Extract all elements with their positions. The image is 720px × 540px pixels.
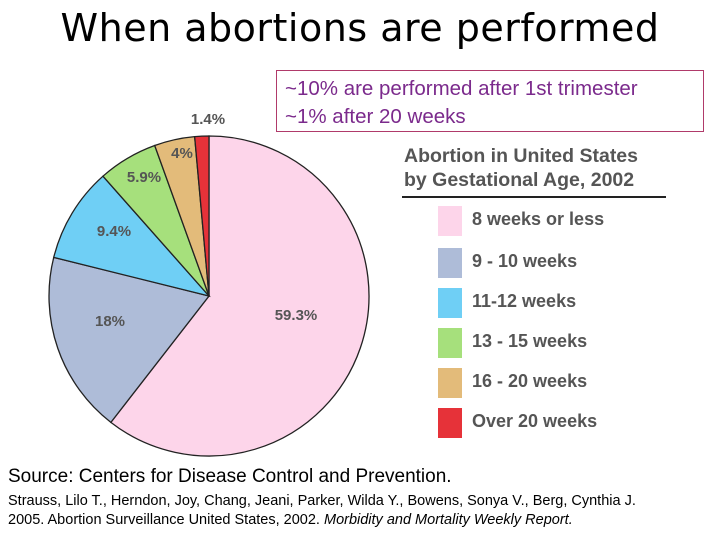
- legend-label: 13 - 15 weeks: [472, 331, 588, 351]
- legend-swatch: [438, 328, 462, 358]
- citation-line-2-plain: 2005. Abortion Surveillance United State…: [8, 512, 324, 528]
- legend-item: 11-12 weeks: [438, 288, 688, 318]
- legend-swatch: [438, 288, 462, 318]
- slice-value-label: 4%: [171, 145, 193, 162]
- source-text: Source: Centers for Disease Control and …: [8, 466, 452, 487]
- legend-swatch: [438, 368, 462, 398]
- note-box: ~10% are performed after 1st trimester ~…: [276, 70, 704, 132]
- citation-line-1: Strauss, Lilo T., Herndon, Joy, Chang, J…: [8, 493, 636, 509]
- legend-label: 16 - 20 weeks: [472, 371, 588, 391]
- chart-title-line-1: Abortion in United States: [404, 145, 638, 167]
- legend-label: Over 20 weeks: [472, 411, 598, 431]
- legend-label: 8 weeks or less: [472, 209, 605, 229]
- legend-item: 9 - 10 weeks: [438, 248, 688, 278]
- pie-slice-0: [109, 135, 370, 457]
- slice-value-label: 59.3%: [275, 307, 318, 324]
- slice-value-label: 5.9%: [127, 169, 161, 186]
- legend-item: 16 - 20 weeks: [438, 368, 688, 398]
- legend-item: Over 20 weeks: [438, 408, 688, 438]
- citation-journal: Morbidity and Mortality Weekly Report.: [323, 512, 573, 528]
- slice-value-label: 1.4%: [191, 111, 225, 128]
- pie-slice-1: [48, 256, 211, 424]
- chart-title-rule: [402, 196, 666, 198]
- legend-swatch: [438, 408, 462, 438]
- note-line-20-weeks: ~1% after 20 weeks: [285, 105, 466, 128]
- citation: Strauss, Lilo T., Herndon, Joy, Chang, J…: [8, 492, 720, 530]
- legend-item: 13 - 15 weeks: [438, 328, 688, 358]
- chart-title: Abortion in United States by Gestational…: [404, 144, 666, 192]
- slice-value-label: 9.4%: [97, 223, 131, 240]
- chart-title-line-2: by Gestational Age, 2002: [404, 169, 635, 191]
- citation-line-2: 2005. Abortion Surveillance United State…: [8, 511, 720, 530]
- legend-label: 11-12 weeks: [472, 291, 577, 311]
- legend-swatch: [438, 248, 462, 278]
- legend-swatch: [438, 206, 462, 236]
- legend-label: 9 - 10 weeks: [472, 251, 578, 271]
- slide-title: When abortions are performed: [60, 6, 660, 50]
- legend-item: 8 weeks or less: [438, 206, 688, 236]
- pie-slice-2: [52, 175, 211, 298]
- note-line-trimester: ~10% are performed after 1st trimester: [285, 77, 638, 100]
- pie-slice-5: [193, 135, 210, 297]
- slice-value-label: 18%: [95, 313, 125, 330]
